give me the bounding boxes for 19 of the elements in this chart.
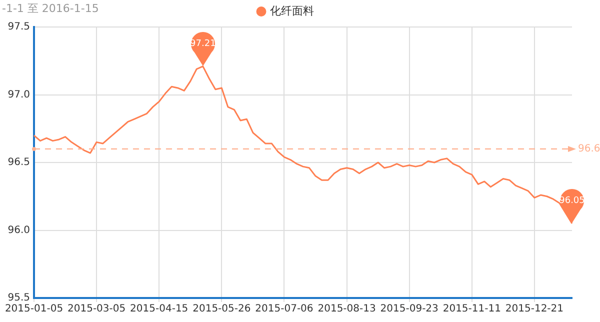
x-tick-label: 2015-08-13 xyxy=(318,304,376,315)
chart-subtitle: -1-1 至 2016-1-15 xyxy=(2,2,99,15)
x-tick-label: 2015-01-05 xyxy=(4,304,64,315)
x-tick-label: 2015-04-15 xyxy=(130,304,188,315)
y-tick-label: 97.0 xyxy=(8,89,30,100)
y-tick-label: 97.5 xyxy=(8,22,30,33)
x-tick-label: 2015-12-21 xyxy=(505,304,564,315)
x-tick-label: 2015-03-05 xyxy=(67,304,126,315)
x-tick-label: 2015-07-06 xyxy=(255,304,314,315)
legend-label: 化纤面料 xyxy=(270,4,314,18)
x-tick-label: 2015-11-11 xyxy=(442,304,501,315)
y-tick-label: 95.5 xyxy=(8,292,30,304)
x-tick-label: 2015-09-23 xyxy=(380,304,438,315)
y-tick-label: 96.0 xyxy=(8,224,30,236)
ref-line-label: 96.6 xyxy=(578,144,600,155)
annotation: 97.21 xyxy=(190,39,216,50)
x-tick-label: 2015-05-26 xyxy=(192,304,251,315)
annotation: 96.05 xyxy=(559,196,585,206)
y-tick-label: 96.5 xyxy=(8,157,30,168)
